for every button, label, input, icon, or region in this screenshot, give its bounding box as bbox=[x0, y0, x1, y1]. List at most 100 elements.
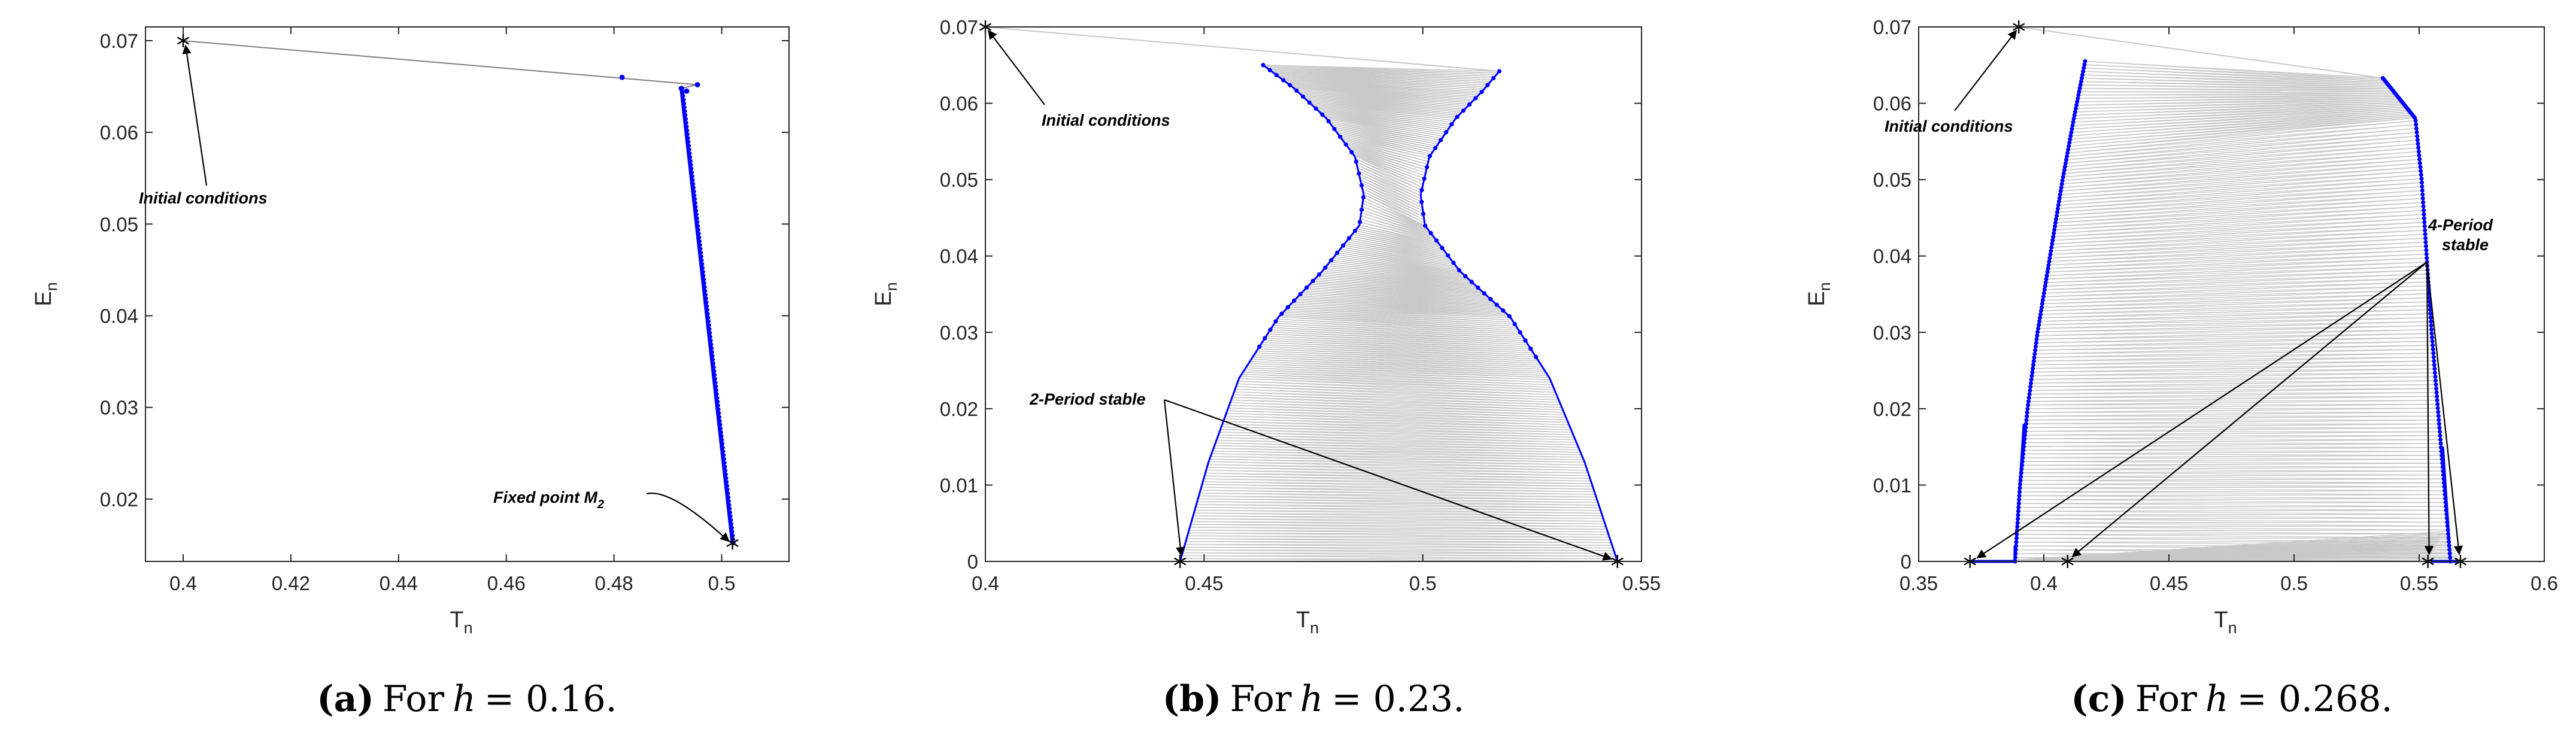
orbit-point bbox=[1279, 311, 1284, 316]
trajectory-line bbox=[2064, 139, 2418, 171]
orbit-point bbox=[2069, 130, 2074, 135]
orbit-point bbox=[2056, 199, 2061, 204]
orbit-point bbox=[685, 124, 689, 129]
orbit-point bbox=[1428, 230, 1433, 236]
trajectory-line bbox=[2018, 514, 2447, 516]
annotation-2-period-stable: 2-Period stable bbox=[1029, 390, 1146, 408]
trajectory-line bbox=[1207, 464, 1589, 474]
orbit-point bbox=[2420, 184, 2425, 189]
orbit-point bbox=[712, 369, 717, 373]
orbit-point bbox=[703, 293, 708, 297]
orbit-point bbox=[2036, 326, 2041, 331]
orbit-point bbox=[2430, 335, 2435, 340]
orbit-point bbox=[1357, 220, 1363, 224]
trajectory-line bbox=[2047, 257, 2427, 273]
orbit-point bbox=[2051, 235, 2056, 239]
trajectory-line bbox=[2061, 162, 2420, 192]
orbit-point bbox=[1461, 108, 1466, 113]
orbit-point bbox=[728, 511, 732, 515]
orbit-point bbox=[689, 163, 693, 167]
trajectory-line bbox=[2053, 209, 2424, 234]
orbit-point bbox=[2415, 133, 2420, 138]
orbit-point bbox=[1434, 238, 1439, 243]
trajectory-line bbox=[2054, 209, 2424, 230]
annotation-stable: stable bbox=[2442, 236, 2489, 254]
orbit-point bbox=[700, 266, 705, 270]
x-tick-label: 0.48 bbox=[595, 572, 633, 594]
trajectory-line bbox=[2019, 502, 2446, 505]
orbit-point bbox=[2071, 120, 2076, 124]
trajectory-line bbox=[2018, 507, 2447, 511]
orbit-point bbox=[1534, 354, 1539, 359]
orbit-point bbox=[1427, 154, 1433, 159]
trajectory-line bbox=[2040, 301, 2430, 315]
trajectory-line bbox=[1198, 498, 1598, 503]
orbit-point bbox=[687, 147, 691, 151]
orbit-point bbox=[712, 365, 716, 369]
x-tick-label: 0.5 bbox=[708, 572, 736, 594]
trajectory-line bbox=[1352, 153, 1424, 185]
trajectory-line bbox=[2035, 336, 2432, 347]
orbit-point bbox=[2415, 138, 2420, 142]
trajectory-line bbox=[1340, 136, 1430, 159]
orbit-point bbox=[724, 472, 728, 476]
orbit-point bbox=[1329, 258, 1334, 263]
orbit-point bbox=[721, 453, 726, 457]
orbit-point bbox=[694, 205, 698, 209]
orbit-point bbox=[2032, 351, 2037, 356]
orbit-point bbox=[2431, 343, 2435, 348]
trajectory-line bbox=[2040, 305, 2431, 318]
orbit-point bbox=[1323, 265, 1328, 270]
orbit-point bbox=[2422, 208, 2426, 212]
orbit-point bbox=[2438, 441, 2443, 446]
orbit-point bbox=[2067, 140, 2072, 145]
trajectory-line bbox=[1187, 535, 1610, 538]
orbit-point bbox=[2424, 251, 2429, 256]
trajectory-line bbox=[2025, 431, 2440, 436]
trajectory-line bbox=[1209, 458, 1586, 466]
orbit-point bbox=[1523, 338, 1528, 343]
orbit-point bbox=[711, 354, 715, 358]
orbit-point bbox=[2055, 210, 2059, 215]
trajectory-line bbox=[2030, 380, 2436, 388]
plot-frame bbox=[145, 26, 790, 562]
annotation-initial-conditions: Initial conditions bbox=[1885, 117, 2013, 135]
orbit-point bbox=[2421, 200, 2426, 205]
orbit-point bbox=[729, 518, 733, 523]
x-axis-label: Tn bbox=[450, 608, 472, 637]
trajectory-line bbox=[1203, 478, 1592, 484]
orbit-point bbox=[1361, 195, 1366, 200]
trajectory-line bbox=[1184, 546, 1614, 551]
trajectory-line bbox=[2058, 182, 2422, 206]
orbit-point bbox=[688, 159, 693, 163]
trajectory-line bbox=[1187, 538, 1610, 540]
orbit-point bbox=[726, 491, 730, 496]
trajectory-line bbox=[1233, 394, 1561, 406]
trajectory-line bbox=[2050, 229, 2425, 252]
orbit-point bbox=[2028, 384, 2033, 389]
trajectory-line bbox=[2034, 345, 2433, 355]
orbit-point bbox=[1346, 236, 1352, 241]
orbit-point bbox=[703, 288, 708, 293]
orbit-point bbox=[2413, 119, 2418, 123]
orbit-point bbox=[2041, 291, 2046, 296]
orbit-point bbox=[1528, 347, 1533, 351]
trajectory-line bbox=[2043, 285, 2429, 301]
orbit-point bbox=[2045, 270, 2050, 275]
trajectory-line bbox=[1197, 501, 1599, 506]
trajectory-line bbox=[2017, 526, 2448, 531]
orbit-point bbox=[2062, 165, 2067, 169]
trajectory-line bbox=[1207, 467, 1589, 476]
orbit-point bbox=[2071, 116, 2076, 121]
trajectory-line bbox=[1225, 415, 1570, 426]
orbit-point bbox=[705, 300, 709, 305]
trajectory-line bbox=[2042, 289, 2429, 305]
x-axis-label: Tn bbox=[1296, 608, 1319, 637]
orbit-point bbox=[2428, 315, 2433, 320]
x-tick-label: 0.55 bbox=[1622, 572, 1661, 594]
trajectory-line bbox=[1185, 540, 1612, 543]
trajectory-line bbox=[2037, 325, 2432, 333]
orbit-point bbox=[2054, 217, 2059, 221]
orbit-point bbox=[2438, 433, 2443, 438]
orbit-point bbox=[2434, 386, 2439, 391]
